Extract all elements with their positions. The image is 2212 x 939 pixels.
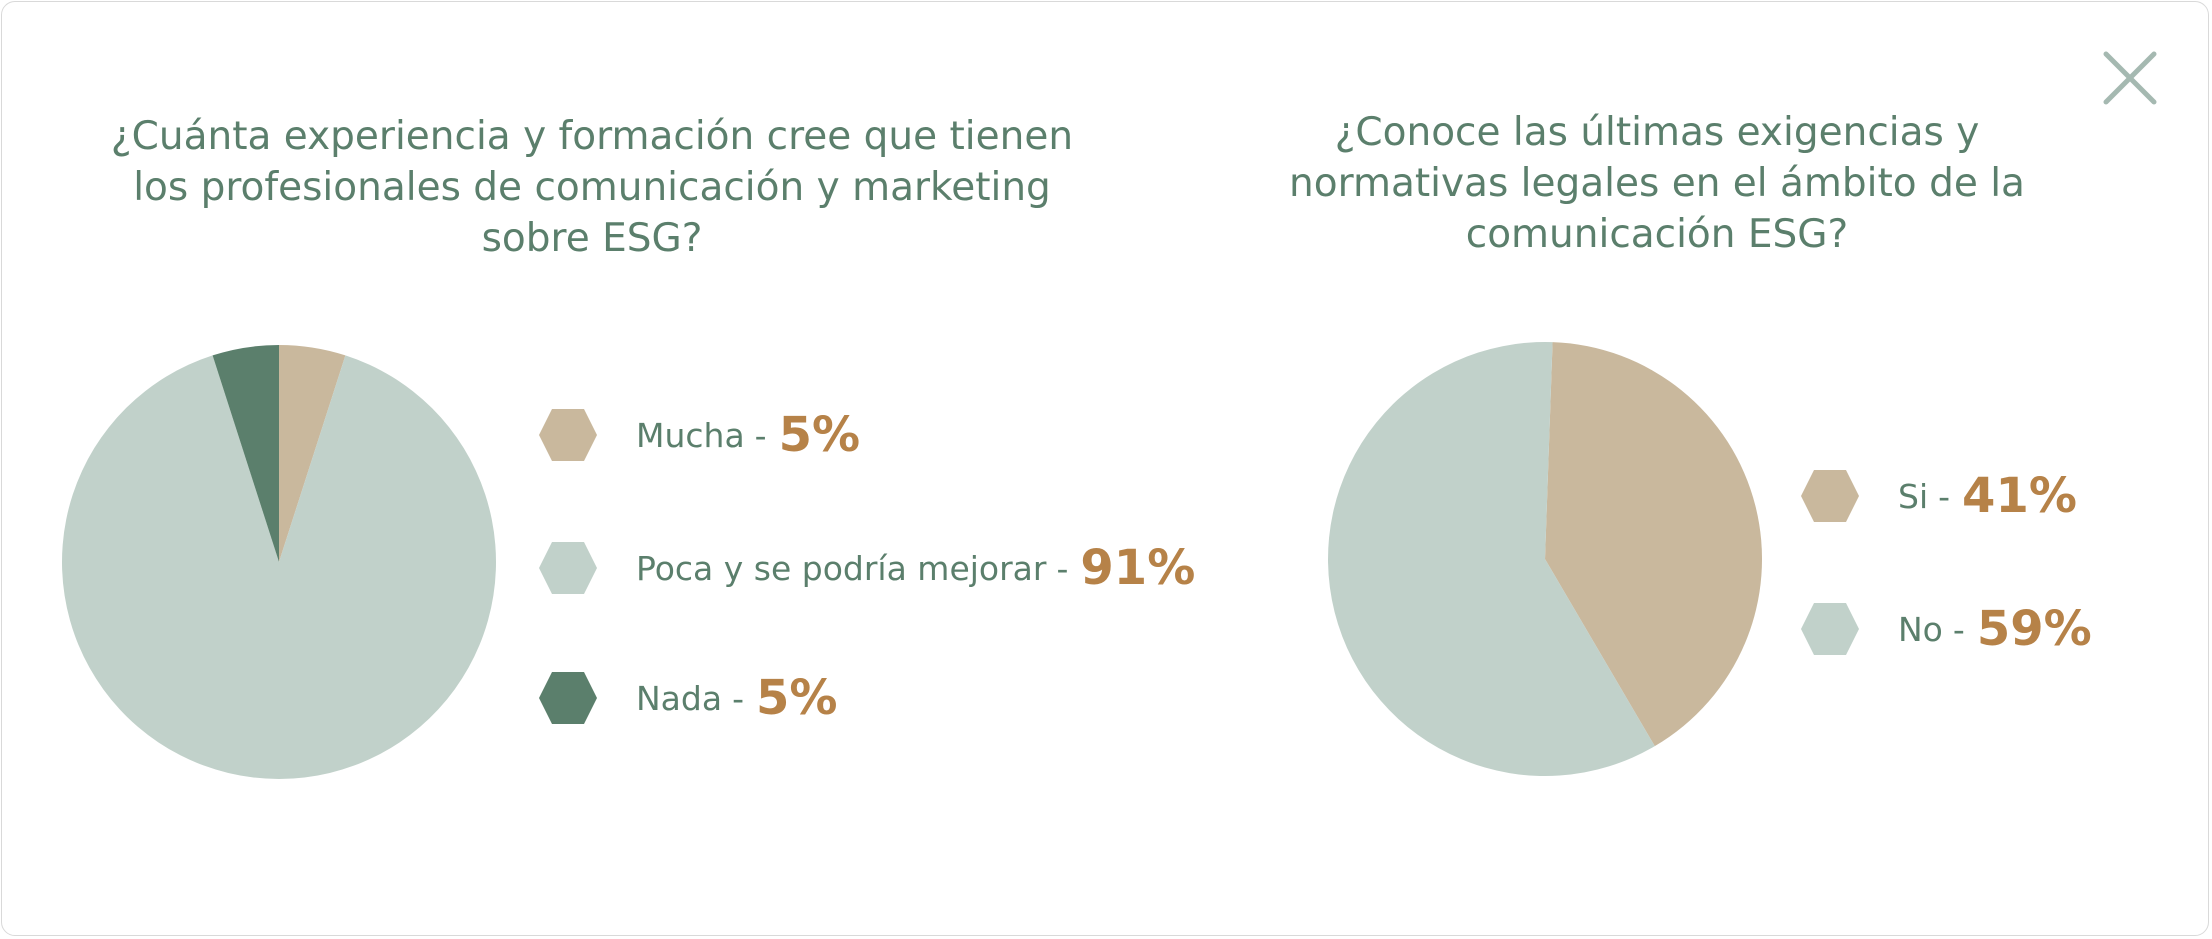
- legend-label: No: [1898, 609, 1943, 649]
- legend-value: 59%: [1976, 601, 2092, 657]
- chart-1-legend-item-poca: Poca y se podría mejorar - 91%: [537, 538, 1195, 598]
- legend-value: 5%: [778, 407, 861, 463]
- legend-value: 91%: [1080, 540, 1196, 596]
- legend-label: Mucha: [636, 415, 745, 455]
- chart-2-pie: [1328, 341, 1763, 776]
- pie-slice-si: [1545, 342, 1763, 747]
- chart-2-legend-item-si: Si - 41%: [1799, 466, 2077, 526]
- pie-slice-nada: [212, 345, 279, 562]
- legend-separator: -: [1952, 609, 1965, 649]
- chart-1-pie: [61, 345, 496, 779]
- hexagon-icon: [1801, 603, 1859, 655]
- hexagon-icon: [1801, 470, 1859, 522]
- legend-value: 5%: [756, 670, 838, 726]
- legend-value: 41%: [1962, 468, 2077, 524]
- hexagon-icon: [539, 409, 597, 461]
- chart-1-legend-item-mucha: Mucha - 5%: [537, 405, 860, 465]
- chart-2-legend-item-no: No - 59%: [1799, 599, 2092, 659]
- close-icon[interactable]: [2100, 48, 2160, 108]
- pie-slice-mucha: [279, 345, 346, 562]
- pie-slice-no: [1328, 341, 1655, 776]
- chart-2-title: ¿Conoce las últimas exigencias y normati…: [1289, 110, 2025, 257]
- chart-1-title: ¿Cuánta experiencia y formación cree que…: [110, 114, 1074, 261]
- legend-label: Nada: [636, 678, 723, 718]
- chart-1-legend-item-nada: Nada - 5%: [537, 668, 838, 728]
- hexagon-icon: [539, 542, 597, 594]
- legend-separator: -: [1056, 548, 1069, 588]
- legend-separator: -: [754, 415, 767, 455]
- hexagon-icon: [539, 672, 597, 724]
- legend-separator: -: [1938, 476, 1951, 516]
- legend-separator: -: [732, 678, 744, 718]
- legend-label: Poca y se podría mejorar: [636, 548, 1047, 588]
- pie-slice-poca-y-se-podr-a-mejorar: [61, 355, 496, 779]
- legend-label: Si: [1898, 476, 1929, 516]
